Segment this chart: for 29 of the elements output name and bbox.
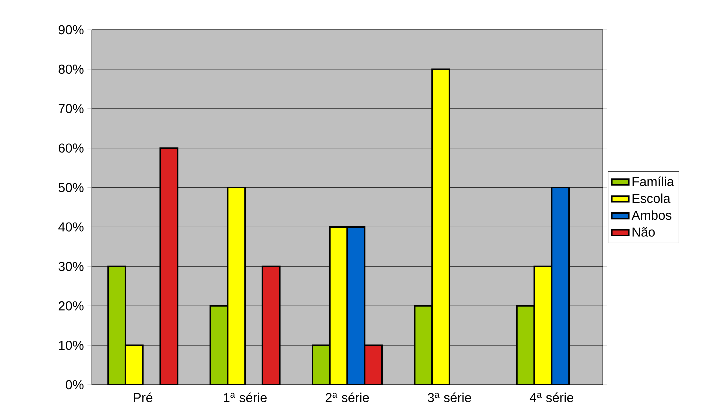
bar: [346, 226, 366, 385]
x-tick-label: Pré: [134, 392, 153, 402]
bar: [516, 305, 536, 385]
y-tick-label: 90%: [58, 25, 84, 35]
y-tick-label: 0%: [66, 380, 84, 390]
legend-label: Família: [632, 176, 674, 186]
legend-label: Ambos: [632, 210, 672, 220]
y-tick-label: 30%: [58, 262, 84, 272]
legend-label: Escola: [632, 194, 671, 204]
x-tick-label: 3$^{a}$ série: [428, 392, 472, 402]
legend-label: Não: [632, 227, 655, 237]
bar: [432, 68, 450, 385]
bar: [329, 226, 348, 385]
x-tick-label: 2$^{a}$ série: [326, 392, 370, 402]
x-tick-label: 1$^{a}$ série: [224, 392, 267, 402]
bar: [262, 266, 281, 385]
y-tick-label: 80%: [58, 64, 84, 74]
y-tick-label: 40%: [58, 222, 84, 232]
y-tick-label: 20%: [58, 302, 84, 311]
y-tick-label: 10%: [59, 340, 84, 350]
y-tick-label: 60%: [58, 144, 84, 153]
y-tick-label: 50%: [58, 183, 84, 192]
bar: [551, 187, 570, 385]
bar: [160, 148, 179, 385]
bar: [227, 187, 246, 385]
y-tick-label: 70%: [58, 104, 84, 114]
bar: [414, 305, 434, 385]
x-tick-label: 4$^{a}$ série: [530, 392, 574, 402]
bar: [108, 266, 126, 385]
